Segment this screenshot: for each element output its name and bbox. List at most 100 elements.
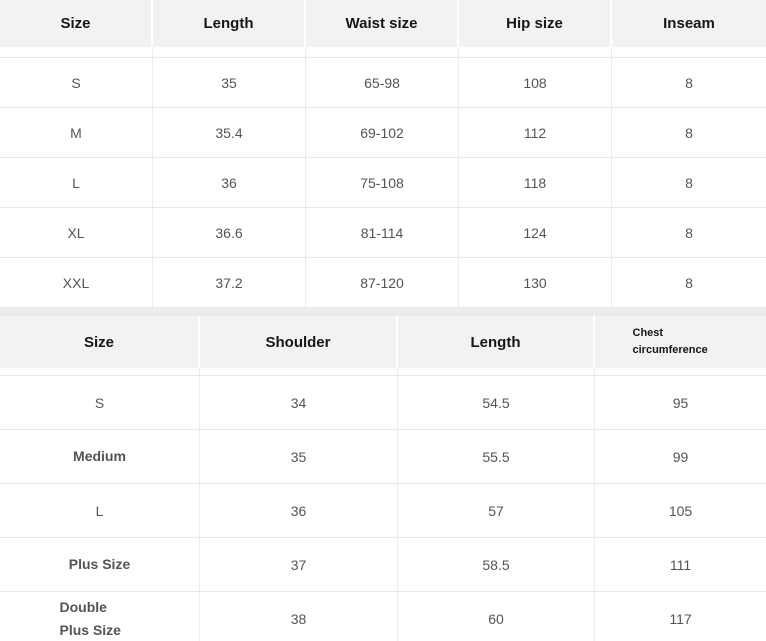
table-row: XL 36.6 81-114 124 8: [0, 207, 766, 257]
size-label: L: [72, 174, 80, 191]
value-cell: 8: [612, 57, 766, 107]
cell-value: 111: [669, 556, 692, 573]
size-label: XXL: [62, 274, 90, 291]
header-spacer-row: [0, 47, 766, 57]
size-label: L: [95, 502, 104, 519]
value-cell: 99: [595, 429, 766, 483]
value-cell: 35.4: [153, 107, 306, 157]
cell-value: 8: [685, 74, 693, 91]
spacer-cell: [200, 368, 398, 375]
cell-value: 117: [669, 610, 692, 627]
column-header-label: Length: [203, 15, 254, 32]
cell-value: 118: [523, 174, 547, 191]
column-header: Shoulder: [200, 316, 398, 368]
cell-value: 81-114: [360, 224, 404, 241]
size-label-cell: Medium: [0, 429, 200, 483]
cell-value: 69-102: [360, 124, 404, 141]
size-label-cell: XL: [0, 207, 153, 257]
value-cell: 36: [200, 483, 398, 537]
size-label-cell: L: [0, 157, 153, 207]
cell-value: 55.5: [482, 448, 510, 465]
value-cell: 37: [200, 537, 398, 591]
cell-value: 112: [523, 124, 547, 141]
value-cell: 34: [200, 375, 398, 429]
value-cell: 69-102: [306, 107, 459, 157]
value-cell: 130: [459, 257, 612, 308]
cell-value: 8: [685, 174, 693, 191]
cell-value: 35: [221, 74, 237, 91]
value-cell: 55.5: [398, 429, 595, 483]
value-cell: 65-98: [306, 57, 459, 107]
cell-value: 38: [290, 610, 307, 627]
size-label: Plus Size: [68, 556, 131, 573]
column-header: Inseam: [612, 0, 766, 47]
header-row: Size Length Waist size Hip size Inseam: [0, 0, 766, 47]
size-label-cell: Plus Size: [0, 537, 200, 591]
table-row: S 35 65-98 108 8: [0, 57, 766, 107]
value-cell: 36: [153, 157, 306, 207]
column-header-label: Length: [470, 333, 521, 351]
value-cell: 112: [459, 107, 612, 157]
column-header: Hip size: [459, 0, 612, 47]
value-cell: 36.6: [153, 207, 306, 257]
cell-value: 35: [290, 448, 307, 465]
cell-value: 95: [672, 394, 689, 411]
column-header: Length: [153, 0, 306, 47]
value-cell: 58.5: [398, 537, 595, 591]
column-header: Length: [398, 316, 595, 368]
value-cell: 35: [153, 57, 306, 107]
table-row: S 34 54.5 95: [0, 375, 766, 429]
cell-value: 87-120: [360, 274, 404, 291]
cell-value: 35.4: [215, 124, 243, 141]
pants-size-table: Size Length Waist size Hip size Inseam S 35 65-…: [0, 0, 766, 308]
size-label-cell: S: [0, 57, 153, 107]
column-header: Size: [0, 0, 153, 47]
top-size-table: Size Shoulder Length Chest circumference S 34…: [0, 316, 766, 641]
value-cell: 111: [595, 537, 766, 591]
column-header-label: Hip size: [506, 15, 563, 32]
column-header-label: Size: [60, 15, 91, 32]
cell-value: 124: [523, 224, 547, 241]
column-header-label: Chest circumference: [632, 326, 708, 356]
spacer-cell: [153, 47, 306, 57]
cell-value: 60: [488, 610, 504, 627]
size-label: Double Plus Size: [59, 599, 121, 638]
value-cell: 37.2: [153, 257, 306, 308]
value-cell: 117: [595, 591, 766, 641]
spacer-cell: [459, 47, 612, 57]
value-cell: 124: [459, 207, 612, 257]
table-divider: [0, 308, 766, 316]
cell-value: 108: [523, 74, 547, 91]
value-cell: 8: [612, 107, 766, 157]
cell-value: 8: [685, 124, 693, 141]
spacer-cell: [398, 368, 595, 375]
header-row: Size Shoulder Length Chest circumference: [0, 316, 766, 368]
cell-value: 34: [290, 394, 307, 411]
cell-value: 36: [290, 502, 307, 519]
table-row: Double Plus Size 38 60 117: [0, 591, 766, 641]
value-cell: 108: [459, 57, 612, 107]
value-cell: 35: [200, 429, 398, 483]
value-cell: 60: [398, 591, 595, 641]
value-cell: 81-114: [306, 207, 459, 257]
size-label-cell: Double Plus Size: [0, 591, 200, 641]
column-header-label: Size: [83, 333, 114, 351]
spacer-cell: [0, 47, 153, 57]
column-header-label: Shoulder: [265, 333, 331, 351]
cell-value: 57: [488, 502, 504, 519]
cell-value: 58.5: [482, 556, 510, 573]
spacer-cell: [612, 47, 766, 57]
table-row: L 36 75-108 118 8: [0, 157, 766, 207]
column-header: Waist size: [306, 0, 459, 47]
size-label-cell: XXL: [0, 257, 153, 308]
table-row: XXL 37.2 87-120 130 8: [0, 257, 766, 308]
cell-value: 36.6: [215, 224, 243, 241]
cell-value: 37: [290, 556, 307, 573]
value-cell: 8: [612, 257, 766, 308]
value-cell: 38: [200, 591, 398, 641]
size-label: S: [94, 394, 105, 411]
size-label: S: [71, 74, 81, 91]
cell-value: 8: [685, 224, 693, 241]
value-cell: 8: [612, 157, 766, 207]
spacer-cell: [0, 368, 200, 375]
